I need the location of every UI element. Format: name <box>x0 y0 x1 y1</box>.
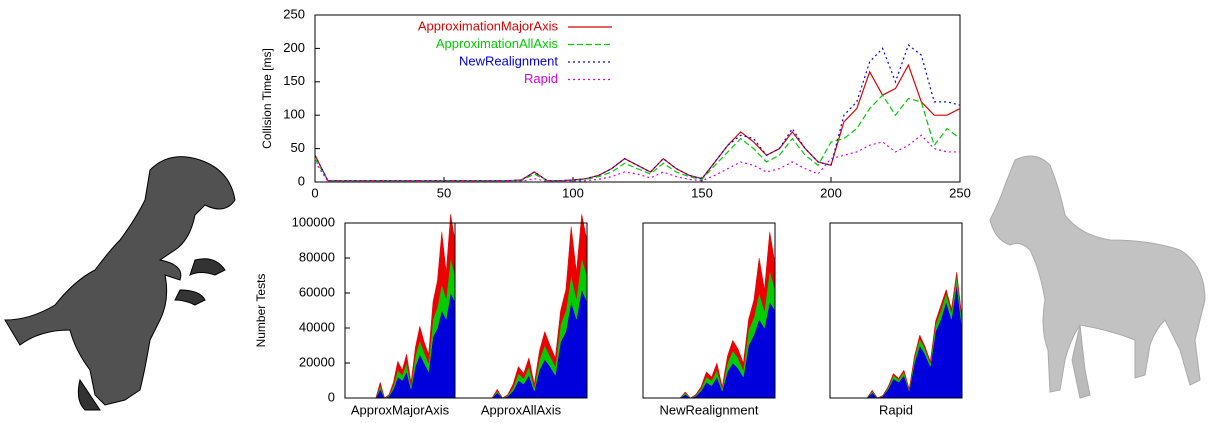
y-tick-label: 50 <box>291 140 305 155</box>
panel-label: ApproxAllAxis <box>481 402 562 417</box>
legend-label: Rapid <box>524 71 558 86</box>
y-tick-label: 250 <box>283 6 305 21</box>
x-tick-label: 200 <box>820 185 842 200</box>
y-tick-label: 100000 <box>292 214 335 229</box>
data-line <box>315 135 960 181</box>
y-tick-label: 0 <box>298 173 305 188</box>
panel-label: ApproxMajorAxis <box>351 402 450 417</box>
panel <box>455 214 587 398</box>
figure: 0 50 100 150 200 250 0 50 100 150 200 250 Collision … <box>0 0 1221 423</box>
plot-frame <box>315 15 960 182</box>
y-tick-label: 150 <box>283 73 305 88</box>
y-tick-label: 40000 <box>299 319 335 334</box>
data-line <box>315 45 960 181</box>
x-tick-label: 250 <box>949 185 971 200</box>
x-tick-label: 150 <box>691 185 713 200</box>
y-tick-label: 100 <box>283 107 305 122</box>
legend-label: ApproximationAllAxis <box>436 36 559 51</box>
legend-label: ApproximationMajorAxis <box>418 18 559 33</box>
dinosaur-model <box>5 157 235 410</box>
x-tick-label: 50 <box>437 185 451 200</box>
panel-label: Rapid <box>879 402 913 417</box>
y-tick-label: 0 <box>328 389 335 404</box>
y-tick-label: 200 <box>283 40 305 55</box>
y-axis-label: Number Tests <box>254 274 268 348</box>
legend-label: NewRealignment <box>459 53 558 68</box>
horse-model <box>990 156 1205 398</box>
y-tick-label: 80000 <box>299 249 335 264</box>
panel <box>345 214 455 398</box>
panel <box>830 272 962 398</box>
y-axis-label: Collision Time [ms] <box>260 48 274 149</box>
x-tick-label: 0 <box>311 185 318 200</box>
data-line <box>315 95 960 181</box>
x-tick-label: 100 <box>562 185 584 200</box>
panel-label: NewRealignment <box>660 402 759 417</box>
y-tick-label: 20000 <box>299 354 335 369</box>
panel <box>643 232 775 398</box>
y-tick-label: 60000 <box>299 284 335 299</box>
